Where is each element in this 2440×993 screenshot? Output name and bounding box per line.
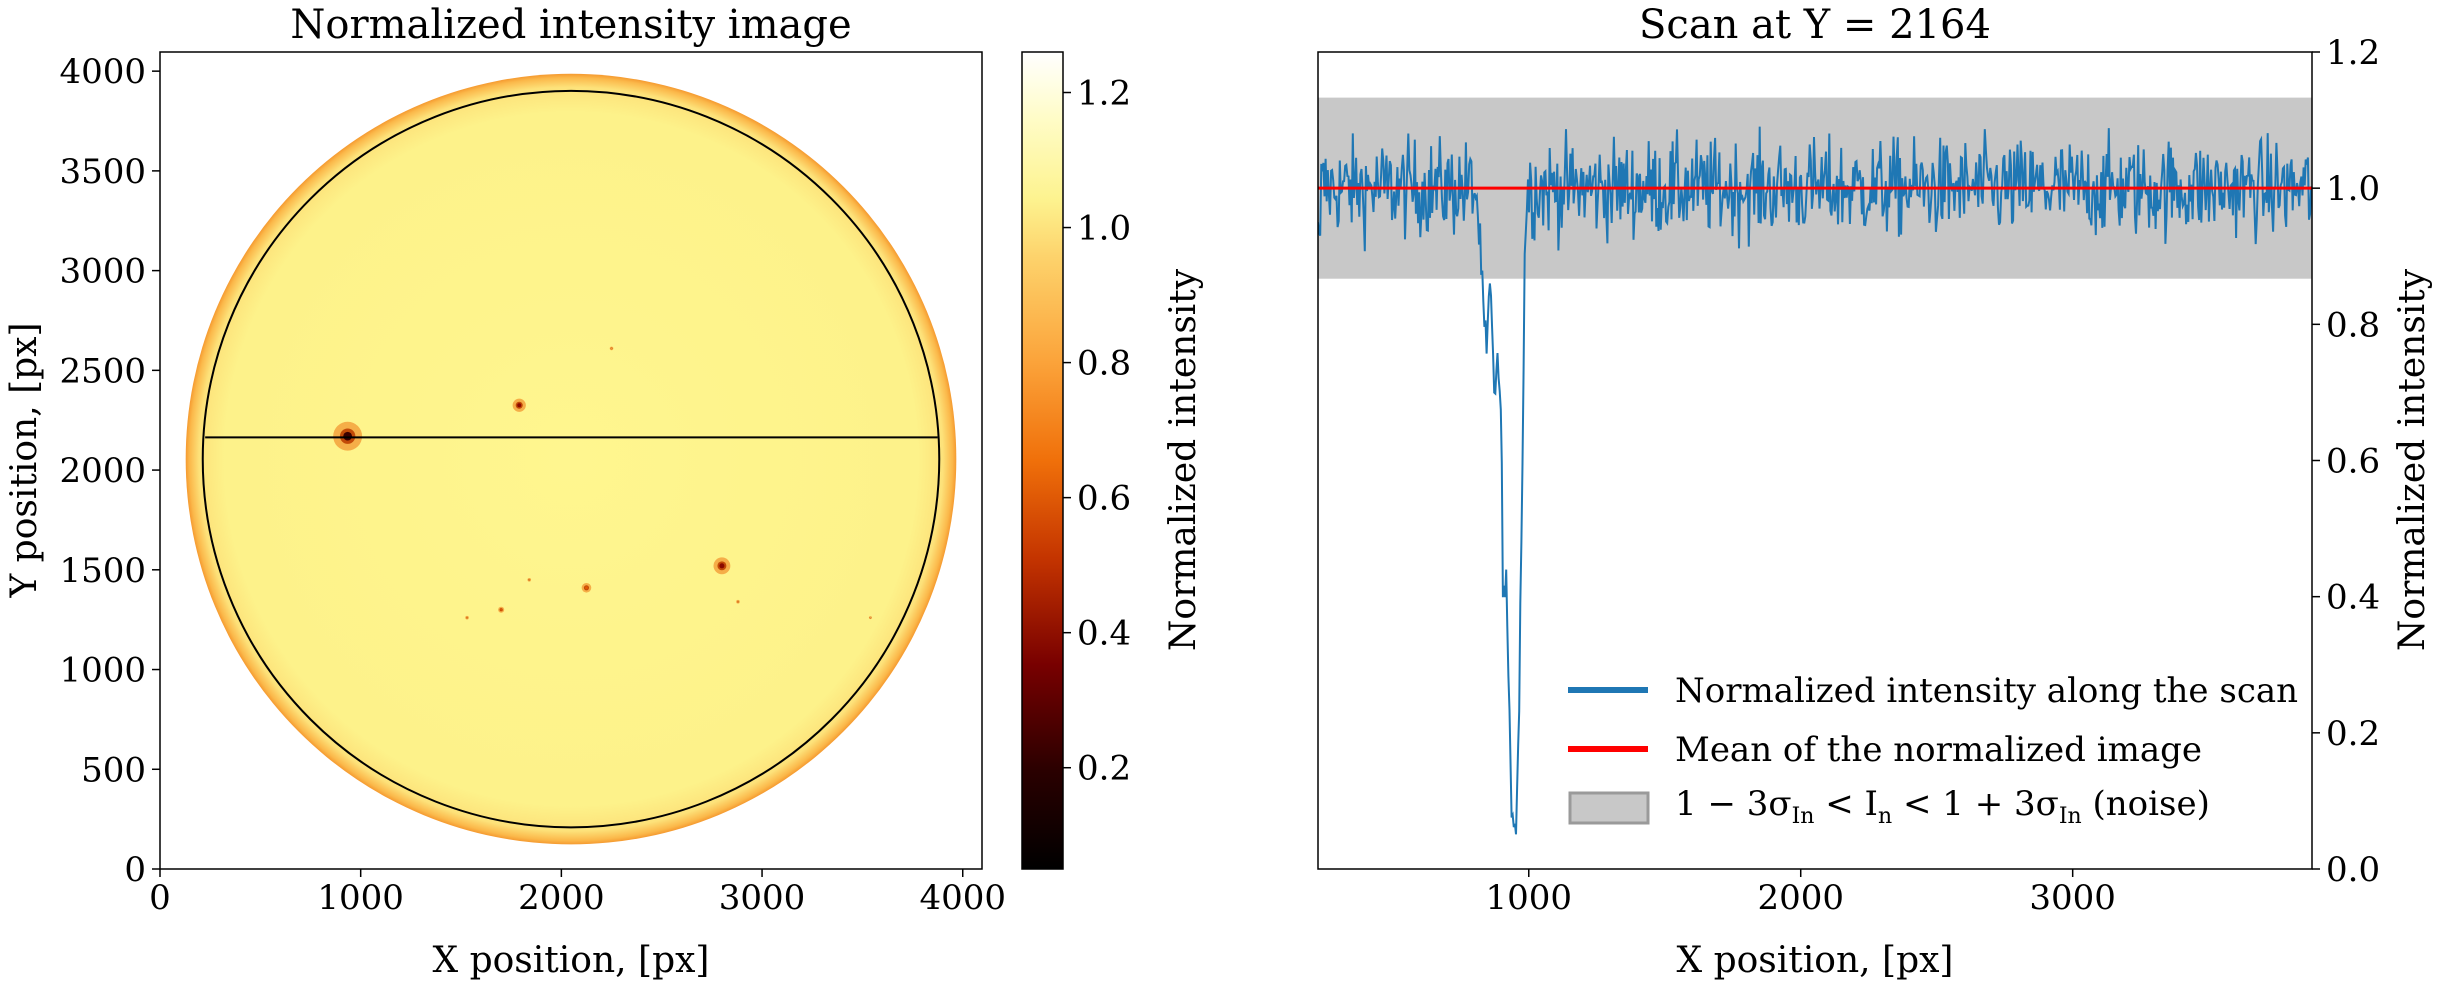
right-x-tick-label: 1000 (1486, 878, 1573, 918)
right-y-axis-label: Normalized intensity (2392, 268, 2433, 651)
left-x-tick-label: 1000 (317, 878, 404, 918)
right-x-tick-label: 3000 (2029, 878, 2116, 918)
image-plot-area (185, 73, 957, 845)
legend-label-mean: Mean of the normalized image (1675, 730, 2202, 770)
sunspot-umbra-9 (869, 617, 871, 619)
left-x-tick-label: 4000 (919, 878, 1006, 918)
right-y-ticks: 0.0 0.2 0.4 0.6 0.8 1.0 1.2 (2312, 33, 2380, 890)
scan-profile-panel: Scan at Y = 2164 1000 2000 3000 0.00.20.40… (1317, 2, 2433, 981)
colorbar-tick-label: 0.2 (1077, 749, 1131, 789)
left-y-axis-label: Y position, [px] (4, 322, 45, 598)
colorbar-tick-label: 1.0 (1077, 209, 1131, 249)
sunspot-umbra-3 (585, 586, 588, 590)
left-y-tick-label: 2500 (59, 351, 146, 391)
left-chart-title: Normalized intensity image (290, 2, 851, 48)
legend-label-scan: Normalized intensity along the scan (1675, 671, 2298, 711)
right-y-tick-label: 0.8 (2326, 305, 2380, 345)
colorbar-tick-label: 0.8 (1077, 344, 1131, 384)
right-y-tick-label: 1.2 (2326, 33, 2380, 73)
legend-label-noise: 1 − 3σIn < In < 1 + 3σIn (noise) (1675, 784, 2210, 829)
colorbar-gradient (1021, 51, 1064, 870)
legend: Normalized intensity along the scan Mean… (1568, 671, 2298, 829)
colorbar-tick-label: 1.2 (1077, 74, 1131, 114)
intensity-image-panel: Normalized intensity image 0 1000 2000 3000… (4, 2, 1006, 981)
sunspot-umbra-4 (500, 608, 503, 611)
left-x-axis-label: X position, [px] (433, 940, 710, 981)
colorbar-tick-label: 0.6 (1077, 479, 1131, 519)
colorbar: 0.2 0.4 0.6 0.8 1.0 1.2 Normalized intensity (1021, 51, 1204, 870)
sunspot-umbra-1 (517, 403, 522, 408)
left-x-ticks: 0 1000 2000 3000 4000 (149, 869, 1006, 918)
right-y-tick-label: 0.2 (2326, 714, 2380, 754)
left-y-tick-label: 0 (124, 850, 146, 890)
left-axes-frame (159, 51, 983, 870)
right-y-tick-label: 1.0 (2326, 169, 2380, 209)
right-y-tick-label: 0.0 (2326, 850, 2380, 890)
colorbar-ticks: 0.2 0.4 0.6 0.8 1.0 1.2 (1063, 74, 1131, 789)
left-x-tick-label: 0 (149, 878, 171, 918)
right-x-axis-label: X position, [px] (1677, 940, 1954, 981)
left-y-tick-label: 1500 (59, 551, 146, 591)
right-chart-title: Scan at Y = 2164 (1639, 2, 1991, 48)
sunspot-umbra-7 (610, 347, 613, 349)
left-x-tick-label: 2000 (518, 878, 605, 918)
right-y-tick-label: 0.6 (2326, 442, 2380, 482)
solar-disk (185, 73, 957, 845)
colorbar-tick-label: 0.4 (1077, 614, 1131, 654)
analysis-circle (201, 89, 941, 829)
colorbar-label: Normalized intensity (1163, 268, 1204, 651)
right-y-tick-label: 0.4 (2326, 578, 2380, 618)
right-x-tick-label: 2000 (1757, 878, 1844, 918)
left-y-ticks: 0 500 1000 1500 2000 2500 3000 3500 4000 (59, 52, 160, 890)
left-y-tick-label: 4000 (59, 52, 146, 92)
left-y-tick-label: 500 (81, 750, 146, 790)
right-x-ticks: 1000 2000 3000 (1486, 869, 2116, 918)
left-y-tick-label: 3000 (59, 252, 146, 292)
sunspot-umbra-5 (466, 617, 468, 619)
scan-profile-line (1318, 126, 2312, 835)
sunspot-umbra-8 (737, 601, 739, 603)
left-x-tick-label: 3000 (719, 878, 806, 918)
left-y-tick-label: 1000 (59, 651, 146, 691)
sunspot-umbra-6 (528, 579, 530, 581)
legend-swatch-noise (1568, 791, 1650, 825)
scan-plot-area (1318, 97, 2312, 835)
left-y-tick-label: 3500 (59, 152, 146, 192)
sunspot-umbra-0 (343, 431, 352, 441)
left-y-tick-label: 2000 (59, 451, 146, 491)
sunspot-umbra-2 (719, 563, 725, 569)
